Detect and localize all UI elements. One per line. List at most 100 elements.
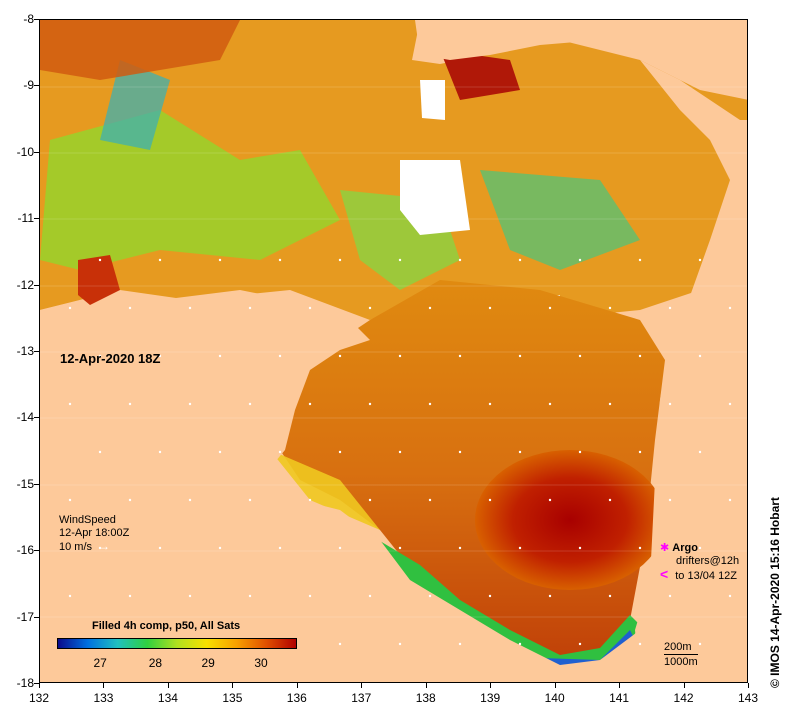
lon-tick-mark (167, 683, 169, 688)
wind-vector (218, 450, 222, 454)
colorbar-tick-label: 29 (201, 656, 215, 670)
lon-tick-label: 137 (351, 691, 372, 705)
wind-title: WindSpeed (59, 514, 116, 526)
wind-vector (668, 306, 672, 310)
lat-tick-mark (34, 417, 39, 419)
lat-tick-label: -13 (16, 344, 34, 358)
wind-vector (188, 498, 192, 502)
wind-vector (428, 306, 432, 310)
wind-vector (338, 546, 342, 550)
wind-vector (98, 450, 102, 454)
wind-vector (638, 642, 642, 646)
wind-vector (458, 258, 462, 262)
wind-vector (338, 258, 342, 262)
lon-tick-mark (748, 683, 749, 688)
wind-vector (398, 354, 402, 358)
new-guinea (415, 20, 747, 100)
lon-tick-label: 136 (286, 691, 307, 705)
wind-vector (98, 258, 102, 262)
wind-vector (488, 594, 492, 598)
wind-vector (518, 642, 522, 646)
colorbar-tick-label: 27 (93, 656, 107, 670)
cape-york (635, 60, 747, 682)
wind-vector (218, 546, 222, 550)
lat-tick-label: -8 (23, 12, 34, 26)
sst-map (39, 19, 748, 683)
lat-tick-mark (34, 351, 39, 352)
lat-tick-mark (34, 85, 39, 87)
lon-tick-label: 141 (609, 691, 630, 705)
lat-tick-label: -17 (16, 609, 34, 624)
wind-vector (578, 642, 582, 646)
wind-vector (518, 450, 522, 454)
wind-vector (98, 546, 102, 550)
wind-vector (638, 258, 642, 262)
wind-vector (488, 402, 492, 406)
depth-divider (664, 654, 698, 655)
lon-tick-mark (554, 683, 556, 688)
wind-vector (218, 258, 222, 262)
wind-vector (578, 546, 582, 550)
lon-tick-label: 132 (28, 691, 50, 705)
wind-scale: 10 m/s (59, 541, 93, 553)
wind-vector (668, 402, 672, 406)
arnhem-land (40, 290, 640, 682)
lon-tick-mark (296, 683, 298, 688)
wind-vector (458, 354, 462, 358)
wind-vector (98, 354, 102, 358)
wind-vector (518, 546, 522, 550)
lat-tick-mark (34, 19, 39, 20)
wind-vector (338, 450, 342, 454)
colorbar (57, 638, 297, 649)
wind-vector (398, 258, 402, 262)
lat-tick-label: -16 (16, 543, 34, 558)
wind-vector (248, 402, 252, 406)
lon-tick-mark (39, 683, 40, 688)
lat-tick-mark (34, 483, 39, 485)
lat-tick-label: -18 (16, 676, 34, 690)
wind-vector (518, 354, 522, 358)
colorbar-title: Filled 4h comp, p50, All Sats (92, 620, 241, 632)
lat-tick-label: -10 (16, 144, 34, 159)
wind-vector (248, 306, 252, 310)
lat-tick-mark (34, 683, 39, 684)
lat-tick-mark (34, 616, 39, 618)
wind-vector (68, 402, 72, 406)
wind-vector (638, 546, 642, 550)
wind-vector (218, 354, 222, 358)
lon-tick-mark (425, 683, 427, 688)
drifters-range: to 13/04 12Z (675, 570, 738, 582)
wind-vector (338, 354, 342, 358)
wind-vector (428, 498, 432, 502)
lat-tick-mark (34, 284, 39, 286)
wind-vector (698, 354, 702, 358)
wind-vector (278, 450, 282, 454)
lat-tick-mark (34, 218, 39, 220)
wind-vector (158, 354, 162, 358)
wind-vector (608, 594, 612, 598)
arafura-green-patches (40, 110, 340, 270)
wind-vector (368, 402, 372, 406)
wind-vector (728, 594, 732, 598)
wind-vector (578, 354, 582, 358)
lon-tick-label: 142 (673, 691, 694, 705)
wind-vector (638, 354, 642, 358)
argo-drifter-legend: ✱ Argo drifters@12h < to 13/04 12Z (660, 542, 739, 583)
wind-vector (638, 450, 642, 454)
wind-vector (278, 258, 282, 262)
wind-vector (128, 306, 132, 310)
lon-tick-label: 139 (480, 691, 501, 705)
lon-tick-label: 138 (415, 691, 436, 705)
wind-vector (158, 546, 162, 550)
lon-tick-label: 133 (93, 691, 114, 705)
wind-vector (158, 258, 162, 262)
wind-speed-legend: WindSpeed 12-Apr 18:00Z 10 m/s → (59, 514, 129, 554)
wind-vector (308, 594, 312, 598)
drifters-label: drifters@12h (676, 555, 740, 567)
wind-vector (488, 498, 492, 502)
wind-vector (68, 594, 72, 598)
wind-vector (308, 498, 312, 502)
wind-vector (188, 594, 192, 598)
argo-star-icon: ✱ (660, 542, 670, 554)
wind-vector (428, 594, 432, 598)
